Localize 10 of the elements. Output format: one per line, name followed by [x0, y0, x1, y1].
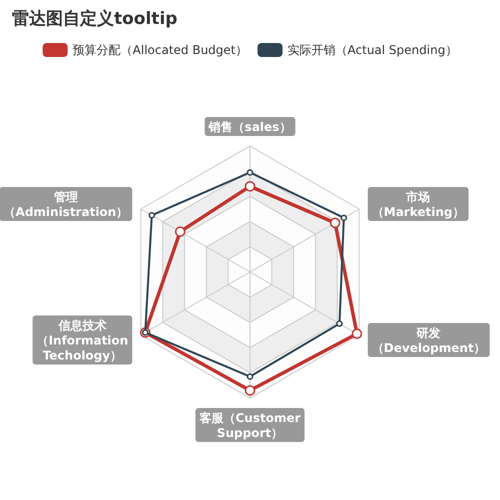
chart-title: 雷达图自定义tooltip: [12, 9, 178, 29]
axis-label: 市场（Marketing）: [368, 187, 469, 221]
axis-label: 客服（Customer Support）: [195, 408, 305, 442]
axis-label: 信息技术（Information Techology）: [32, 316, 132, 364]
legend-label: 实际开销（Actual Spending）: [288, 43, 458, 57]
axis-label: 研发（Development）: [368, 323, 490, 357]
axis-label: 销售（sales）: [204, 117, 296, 136]
axis-label: 管理（Administration）: [0, 187, 132, 221]
legend-label: 预算分配（Allocated Budget）: [72, 43, 248, 57]
spoke-label: 销售（sales）: [208, 120, 292, 134]
